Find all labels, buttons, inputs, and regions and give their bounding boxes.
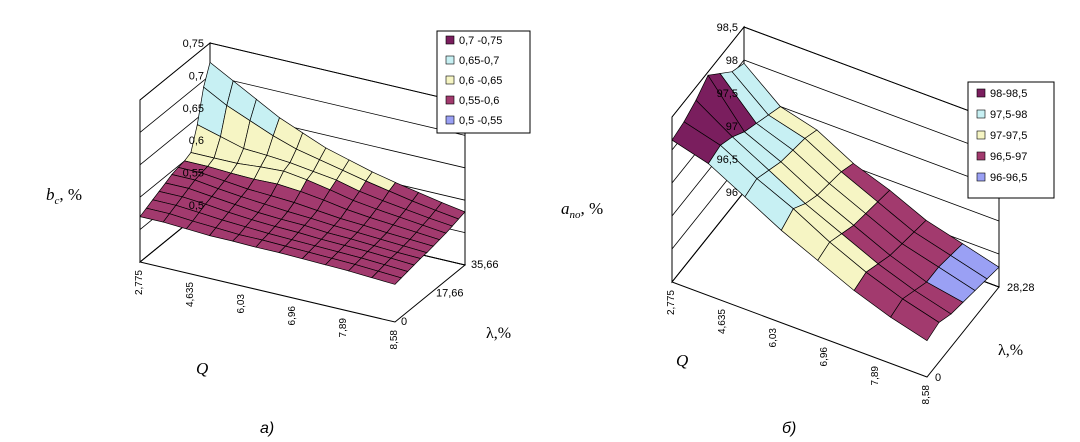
b-z-tick-label: 98,5 <box>717 22 738 34</box>
a-z-tick-label: 0,55 <box>183 168 204 180</box>
chart-b-surface <box>671 62 1000 342</box>
chart-b: 96 96,5 97 97,5 98 98,5 2,775 4,635 6,03 6,96 7,89… <box>561 22 1055 437</box>
b-legend-label: 97-97,5 <box>990 130 1027 142</box>
b-legend-label: 98-98,5 <box>990 88 1027 100</box>
chart-b-z-axis-label: aпо, % <box>561 199 603 221</box>
a-legend-swatch <box>445 55 455 65</box>
b-surface-cell <box>890 298 940 342</box>
a-x-tick-label: 6,96 <box>287 306 298 326</box>
b-floor <box>671 191 1000 378</box>
b-y-tick-label: 28,28 <box>1007 282 1035 294</box>
a-x-tick-label: 7,89 <box>338 318 349 338</box>
a-surface-cell <box>371 270 403 285</box>
a-legend-label: 0,7 -0,75 <box>459 35 502 47</box>
chart-a: 0,5 0,55 0,6 0,65 0,7 0,75 2,775 4,635 6,03 6,96 7… <box>46 30 531 437</box>
b-x-tick-label: 6,03 <box>768 328 779 348</box>
a-legend-swatch <box>445 95 455 105</box>
a-z-tick-label: 0,6 <box>189 135 204 147</box>
a-z-tick-label: 0,5 <box>189 200 204 212</box>
b-legend-label: 96,5-97 <box>990 151 1027 163</box>
b-z-tick-label: 97 <box>726 121 738 133</box>
b-legend-swatch <box>976 88 986 98</box>
b-x-tick-label: 4,635 <box>717 309 728 334</box>
a-x-tick-label: 4,635 <box>185 282 196 307</box>
b-y-tick-label: 0 <box>935 372 941 384</box>
b-legend-swatch <box>976 151 986 161</box>
a-legend-label: 0,6 -0,65 <box>459 75 502 87</box>
b-legend-swatch <box>976 130 986 140</box>
b-z-tick-label: 96 <box>726 187 738 199</box>
b-z-tick-label: 96,5 <box>717 154 738 166</box>
a-legend-swatch <box>445 75 455 85</box>
b-x-tick-label: 7,89 <box>870 366 881 386</box>
b-legend-label: 97,5-98 <box>990 109 1027 121</box>
a-y-tick-label: 17,66 <box>436 288 464 300</box>
chart-b-legend: 98-98,5 97,5-98 97-97,5 96,5-97 96-96,5 <box>967 81 1055 199</box>
b-legend-swatch <box>976 172 986 182</box>
b-x-tick-label: 8,58 <box>921 385 932 405</box>
chart-b-axes: 96 96,5 97 97,5 98 98,5 2,775 4,635 6,03 6,96 7,89… <box>666 22 1035 404</box>
a-z-tick-label: 0,7 <box>189 70 204 82</box>
chart-a-surface <box>139 61 466 285</box>
a-x-tick-label: 8,58 <box>389 330 400 350</box>
b-gridline <box>671 26 1000 123</box>
a-gridline <box>139 42 466 104</box>
a-x-tick-label: 2,775 <box>134 270 145 295</box>
a-legend-swatch <box>445 115 455 125</box>
chart-a-y-axis-label: λ,% <box>486 325 511 342</box>
a-x-tick-label: 6,03 <box>236 294 247 314</box>
b-legend-swatch <box>976 109 986 119</box>
a-legend-label: 0,5 -0,55 <box>459 115 502 127</box>
b-z-tick-label: 98 <box>726 55 738 67</box>
chart-a-axes: 0,5 0,55 0,6 0,65 0,7 0,75 2,775 4,635 6,03 6,96 7… <box>134 38 499 349</box>
b-legend-label: 96-96,5 <box>990 172 1027 184</box>
chart-a-legend: 0,7 -0,75 0,65-0,7 0,6 -0,65 0,55-0,6 0,5 -0… <box>436 30 531 134</box>
a-z-tick-label: 0,75 <box>183 38 204 50</box>
a-legend-label: 0,65-0,7 <box>459 55 499 67</box>
chart-a-panel-label: а) <box>260 420 274 437</box>
b-x-tick-label: 6,96 <box>819 347 830 367</box>
chart-a-x-axis-label: Q <box>196 359 208 378</box>
chart-b-y-axis-label: λ,% <box>998 342 1023 359</box>
chart-b-panel-label: б) <box>782 420 796 437</box>
b-z-tick-label: 97,5 <box>717 88 738 100</box>
chart-b-x-axis-label: Q <box>676 351 688 370</box>
chart-a-z-axis-label: bc, % <box>46 185 82 207</box>
a-z-tick-label: 0,65 <box>183 103 204 115</box>
b-x-tick-label: 2,775 <box>666 290 677 315</box>
a-legend-swatch <box>445 35 455 45</box>
a-y-tick-label: 35,66 <box>471 259 499 271</box>
a-legend-label: 0,55-0,6 <box>459 95 499 107</box>
a-y-tick-label: 0 <box>401 316 407 328</box>
